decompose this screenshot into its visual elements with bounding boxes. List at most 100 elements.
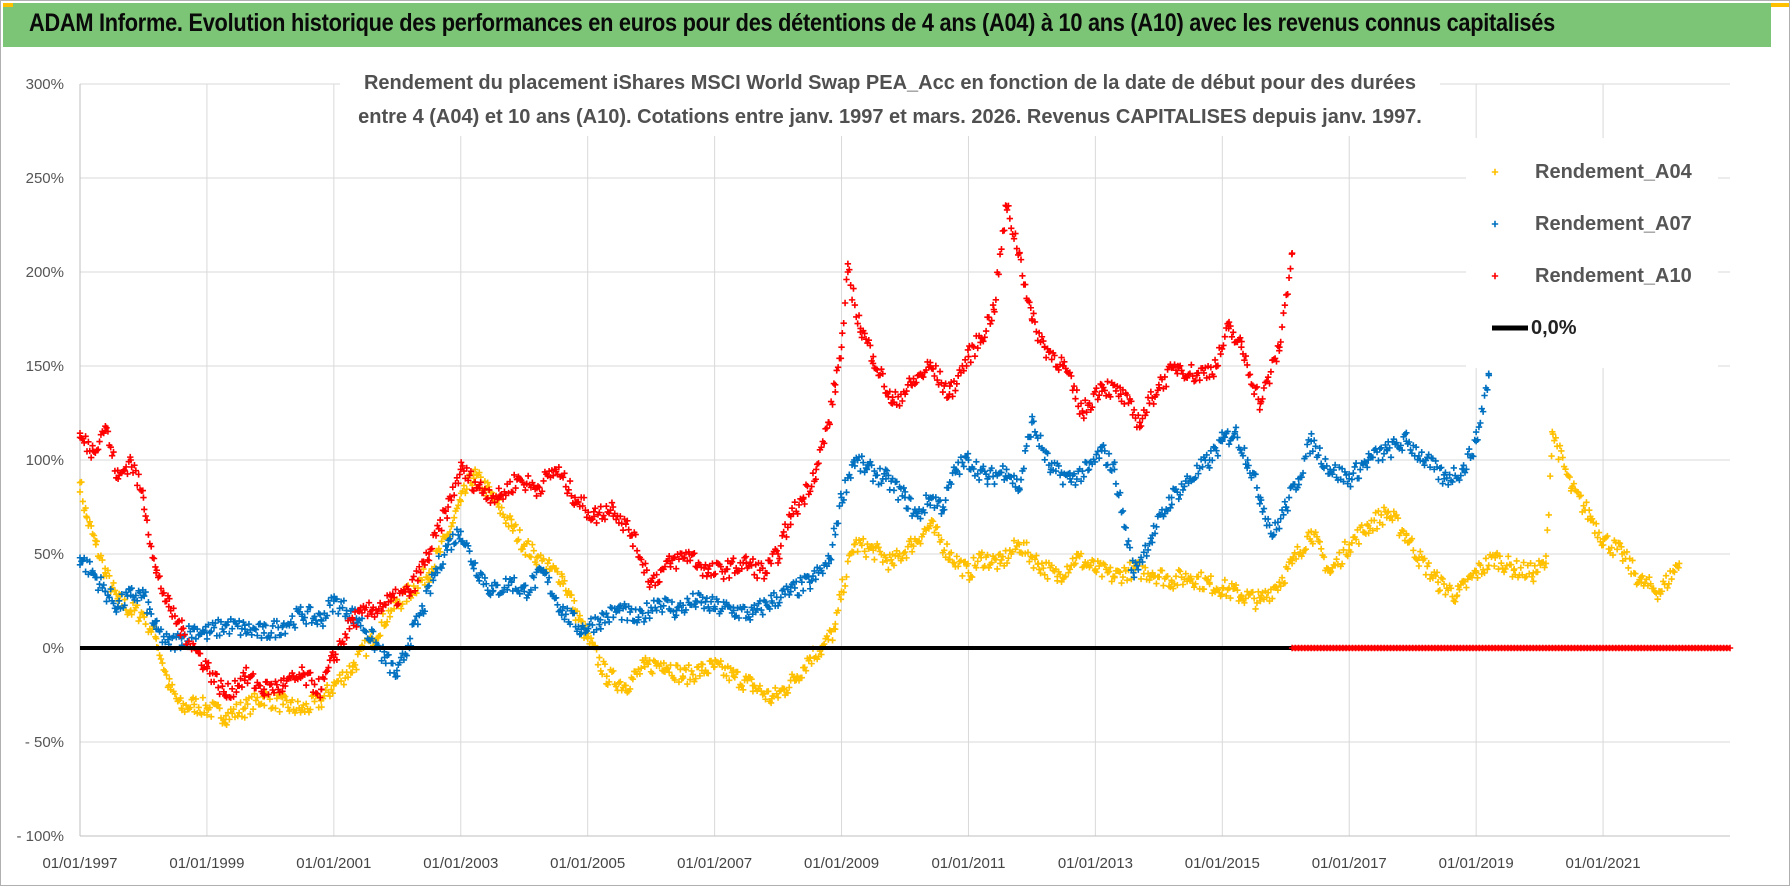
scatter-mark [1242,352,1249,360]
scatter-mark [127,453,134,461]
scatter-mark [1442,591,1449,598]
scatter-mark [223,721,230,728]
scatter-mark [1281,301,1289,309]
scatter-mark [843,276,850,283]
scatter-mark [989,473,997,480]
scatter-mark [540,555,547,563]
scatter-mark [1213,363,1220,370]
scatter-mark [434,522,441,529]
scatter-mark [869,478,877,485]
scatter-mark [143,516,151,524]
data-point [1472,438,1480,445]
legend-label: Rendement_A07 [1535,213,1692,235]
scatter-mark [237,699,244,706]
scatter-mark [1094,448,1101,455]
scatter-mark [999,553,1007,560]
scatter-mark [1456,476,1463,484]
scatter-mark [899,492,906,500]
scatter-mark [889,475,896,482]
scatter-mark [1027,304,1034,311]
scatter-mark [1292,555,1300,563]
scatter-mark [1291,549,1298,557]
scatter-mark [1276,525,1283,532]
scatter-mark [795,592,803,599]
scatter-mark [145,531,152,538]
scatter-mark [561,470,568,477]
scatter-mark [756,682,764,690]
scatter-mark [1224,428,1231,435]
scatter-mark [104,428,112,435]
scatter-mark [1101,447,1108,455]
scatter-mark [984,480,991,488]
x-tick-label: 01/01/2015 [1185,855,1260,872]
scatter-mark [1379,456,1386,464]
scatter-mark [596,654,603,661]
scatter-mark [830,525,838,532]
scatter-mark [896,550,903,558]
scatter-mark [688,667,695,675]
scatter-mark [1211,356,1219,364]
scatter-mark [571,609,578,617]
scatter-mark [917,540,924,547]
scatter-mark [1302,546,1310,553]
scatter-mark [132,467,140,474]
scatter-mark [240,618,247,626]
scatter-mark [367,637,374,644]
scatter-mark [1017,476,1025,483]
scatter-mark [1435,587,1442,595]
scatter-mark [992,556,1000,563]
scatter-mark [279,688,286,695]
scatter-mark [527,586,535,594]
scatter-mark [585,509,592,516]
scatter-mark [295,608,303,616]
scatter-mark [818,444,825,451]
scatter-mark [1158,567,1166,574]
scatter-mark [1586,507,1593,514]
scatter-mark [846,266,853,273]
scatter-mark [1249,588,1256,596]
scatter-mark [1260,505,1268,512]
scatter-mark [1421,461,1428,469]
scatter-mark [879,370,886,377]
scatter-mark [279,623,286,631]
scatter-mark [887,556,895,563]
scatter-mark [1253,383,1261,391]
scatter-mark [1595,529,1603,536]
scatter-mark [963,454,970,461]
scatter-mark [1179,581,1187,588]
scatter-mark [254,632,261,639]
scatter-mark [927,359,934,366]
scatter-mark [438,527,445,534]
scatter-mark [1037,569,1044,577]
scatter-mark [1405,438,1413,446]
scatter-mark [1364,464,1371,471]
scatter-mark [1309,447,1316,455]
scatter-mark [591,505,599,512]
scatter-mark [823,562,831,570]
scatter-mark [511,471,518,479]
scatter-mark [1463,584,1470,591]
scatter-mark [364,612,371,620]
scatter-mark [484,587,491,594]
scatter-mark [181,631,188,638]
scatter-mark [851,301,859,309]
scatter-mark [1153,523,1160,531]
scatter-mark [142,512,149,520]
scatter-mark [1594,534,1601,541]
scatter-mark [228,710,236,717]
scatter-mark [508,578,515,585]
scatter-mark [1077,550,1085,557]
scatter-mark [363,604,370,611]
scatter-mark [533,492,540,500]
scatter-mark [953,380,960,387]
scatter-mark [252,626,260,633]
scatter-mark [1022,447,1029,454]
scatter-mark [1115,393,1122,400]
scatter-mark [561,616,568,623]
scatter-mark [194,625,201,633]
scatter-mark [382,621,389,629]
scatter-mark [1474,436,1481,444]
scatter-mark [1210,373,1217,380]
scatter-mark [847,474,854,482]
scatter-mark [1425,451,1432,458]
